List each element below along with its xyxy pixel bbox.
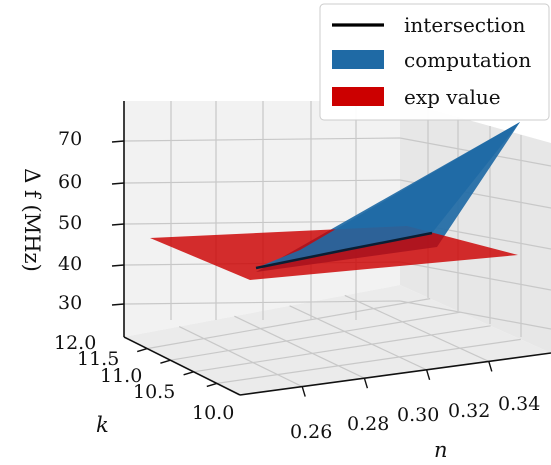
x-tick-label: 0.28	[347, 413, 389, 435]
z-tick-mark	[112, 265, 124, 266]
z-tick-mark	[112, 183, 124, 184]
y-tick-mark	[137, 349, 147, 352]
x-tick-label: 0.30	[397, 404, 439, 426]
x-tick-mark	[364, 378, 367, 388]
z-tick-label: 70	[58, 128, 82, 150]
y-tick-mark	[160, 360, 170, 363]
z-tick-mark	[112, 141, 124, 142]
legend-swatch-computation	[332, 50, 384, 69]
y-tick-mark	[184, 372, 194, 375]
legend-swatch-exp-value	[332, 87, 384, 106]
y-tick-label: 10.5	[133, 381, 175, 403]
x-tick-label: 0.26	[290, 421, 332, 443]
y-tick-label: 10.0	[192, 402, 234, 424]
z-tick-label: 40	[58, 253, 82, 275]
x-tick-mark	[302, 387, 305, 397]
legend: intersection computation exp value	[320, 4, 549, 120]
x-tick-label: 0.32	[448, 400, 490, 422]
legend-label-computation: computation	[404, 48, 531, 72]
z-tick-mark	[112, 224, 124, 225]
y-tick-mark	[207, 383, 217, 386]
x-axis-label: n	[434, 438, 448, 462]
z-tick-label: 60	[58, 171, 82, 193]
y-axis-label: k	[96, 413, 109, 437]
legend-label-intersection: intersection	[404, 13, 525, 37]
z-tick-label: 50	[58, 212, 82, 234]
z-tick-mark	[112, 304, 124, 305]
z-axis-label: Δ f (MHz)	[20, 168, 44, 272]
x-tick-mark	[489, 361, 492, 371]
legend-label-exp-value: exp value	[404, 85, 501, 109]
x-tick-mark	[427, 370, 430, 380]
z-tick-label: 30	[58, 292, 82, 314]
x-tick-label: 0.34	[498, 393, 540, 415]
